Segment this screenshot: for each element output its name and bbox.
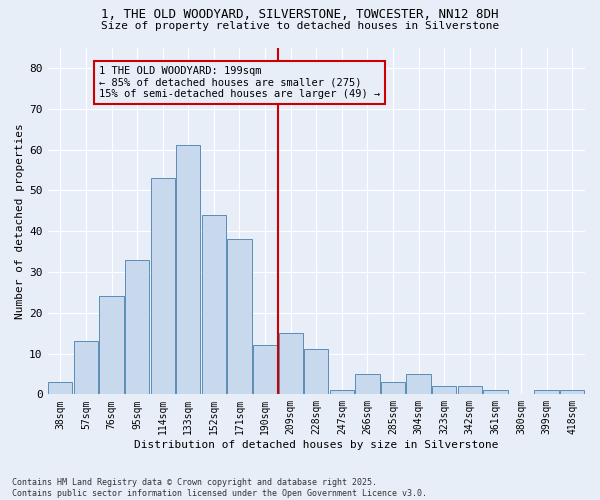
Bar (432, 386, 457, 394)
Bar (253, 346, 277, 395)
Bar (458, 386, 482, 394)
X-axis label: Distribution of detached houses by size in Silverstone: Distribution of detached houses by size … (134, 440, 499, 450)
Bar (304, 350, 328, 395)
Bar (151, 178, 175, 394)
Bar (355, 374, 380, 394)
Bar (227, 240, 251, 394)
Bar (535, 390, 559, 394)
Text: Contains HM Land Registry data © Crown copyright and database right 2025.
Contai: Contains HM Land Registry data © Crown c… (12, 478, 427, 498)
Y-axis label: Number of detached properties: Number of detached properties (15, 123, 25, 319)
Bar (560, 390, 584, 394)
Bar (406, 374, 431, 394)
Bar (381, 382, 405, 394)
Text: 1, THE OLD WOODYARD, SILVERSTONE, TOWCESTER, NN12 8DH: 1, THE OLD WOODYARD, SILVERSTONE, TOWCES… (101, 8, 499, 20)
Bar (176, 146, 200, 394)
Bar (483, 390, 508, 394)
Text: Size of property relative to detached houses in Silverstone: Size of property relative to detached ho… (101, 21, 499, 31)
Bar (202, 215, 226, 394)
Bar (125, 260, 149, 394)
Bar (100, 296, 124, 394)
Bar (48, 382, 73, 394)
Text: 1 THE OLD WOODYARD: 199sqm
← 85% of detached houses are smaller (275)
15% of sem: 1 THE OLD WOODYARD: 199sqm ← 85% of deta… (99, 66, 380, 99)
Bar (278, 333, 303, 394)
Bar (74, 342, 98, 394)
Bar (330, 390, 354, 394)
